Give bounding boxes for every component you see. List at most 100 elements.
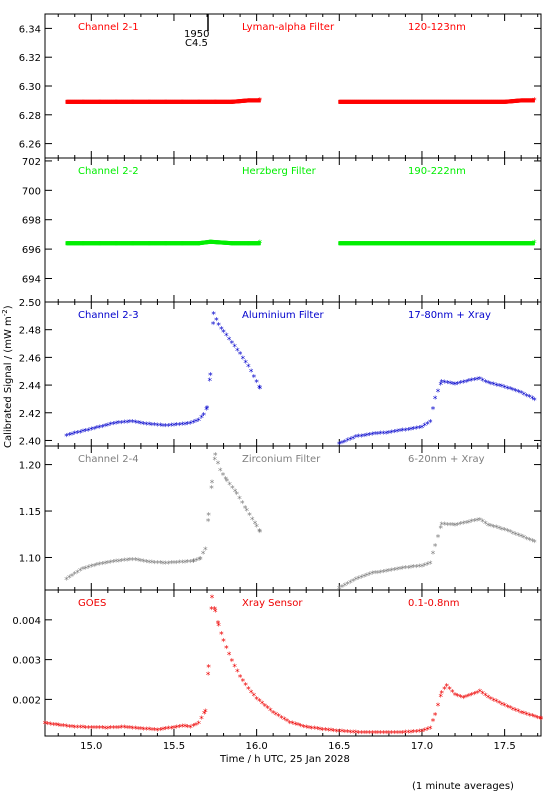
panel-label-3: 6-20nm + Xray (408, 454, 485, 465)
x-tick-label: 15.5 (163, 741, 185, 752)
data-point: * (494, 524, 499, 534)
y-axis-label-end: ) (3, 305, 14, 309)
data-point: * (224, 644, 229, 654)
data-point: * (169, 560, 174, 570)
data-point: * (203, 708, 208, 718)
data-point: * (422, 422, 427, 432)
data-point: * (216, 620, 221, 630)
series-1: * (65, 96, 263, 106)
data-point: * (472, 690, 477, 700)
data-point: * (472, 518, 477, 528)
data-point: * (230, 658, 235, 668)
data-point: * (212, 606, 217, 616)
data-point: * (483, 692, 488, 702)
data-point: * (532, 96, 537, 106)
data-point: * (150, 726, 155, 736)
data-point: * (210, 594, 215, 604)
data-point: * (235, 490, 240, 500)
data-point: * (406, 564, 411, 574)
data-point: * (73, 571, 78, 581)
data-point: * (172, 724, 177, 734)
data-point: * (480, 377, 485, 387)
data-point: * (144, 421, 149, 431)
data-point: * (519, 533, 524, 543)
data-point: * (409, 729, 414, 739)
data-point: * (354, 576, 359, 586)
data-point: * (359, 729, 364, 739)
data-point: * (119, 558, 124, 568)
x-tick-label: 16.0 (245, 741, 267, 752)
data-point: * (111, 559, 116, 569)
data-point: * (100, 560, 105, 570)
data-point: * (522, 391, 527, 401)
data-point: * (81, 566, 86, 576)
panel-label-2: Lyman-alpha Filter (242, 22, 335, 33)
data-point: * (502, 702, 507, 712)
data-point: * (354, 434, 359, 444)
data-point: * (106, 725, 111, 735)
y-tick-label: 6.26 (19, 140, 41, 151)
data-point: * (158, 422, 163, 432)
y-axis-label-sup: -2 (1, 309, 9, 316)
series-1: ****************************************… (64, 451, 262, 585)
data-point: * (122, 724, 127, 734)
data-point: * (258, 528, 263, 538)
data-point: * (384, 568, 389, 578)
data-point: * (406, 729, 411, 739)
data-point: * (475, 517, 480, 527)
y-axis-label-main: Calibrated Signal / (mW m (3, 316, 14, 448)
panel-1: 6.26 6.28 6.30 6.32 6.34 Channel 2-1 Lyman-alp… (19, 13, 542, 159)
data-point: * (290, 720, 295, 730)
data-point: * (351, 577, 356, 587)
data-point: * (180, 421, 185, 431)
data-point: * (230, 485, 235, 495)
data-point: * (86, 564, 91, 574)
data-point: * (183, 559, 188, 569)
data-point: * (384, 730, 389, 740)
data-point: * (106, 560, 111, 570)
data-point: * (211, 321, 216, 331)
panel-label-2: Zirconium Filter (242, 454, 321, 465)
data-point: * (103, 423, 108, 433)
data-point: * (433, 542, 438, 552)
panel-frame (44, 589, 542, 737)
data-point: * (241, 678, 246, 688)
data-point: * (398, 729, 403, 739)
y-tick-label: 0.003 (12, 656, 41, 667)
data-point: * (139, 420, 144, 430)
data-point: * (247, 511, 252, 521)
data-point: * (436, 533, 441, 543)
data-point: * (458, 521, 463, 531)
data-point: * (389, 429, 394, 439)
data-point: * (114, 558, 119, 568)
data-point: * (448, 522, 453, 532)
data-point: * (403, 729, 408, 739)
data-point: * (442, 379, 447, 389)
data-point: * (425, 561, 430, 571)
data-point: * (530, 395, 535, 405)
data-point: * (89, 563, 94, 573)
data-point: * (43, 720, 48, 730)
data-point: * (188, 724, 193, 734)
data-point: * (70, 572, 75, 582)
data-point: * (150, 559, 155, 569)
data-point: * (359, 433, 364, 443)
data-point: * (389, 730, 394, 740)
data-point: * (367, 431, 372, 441)
data-point: * (59, 722, 64, 732)
data-point: * (235, 347, 240, 357)
data-point: * (225, 477, 230, 487)
data-point: * (392, 429, 397, 439)
data-point: * (224, 476, 229, 486)
data-point (532, 98, 535, 103)
panel-label-1: Channel 2-2 (78, 166, 139, 177)
data-point: * (367, 571, 372, 581)
y-tick-label: 6.34 (19, 24, 41, 35)
data-point: * (453, 381, 458, 391)
data-point: * (111, 421, 116, 431)
data-point: * (345, 580, 350, 590)
data-point: * (177, 723, 182, 733)
data-point: * (367, 730, 372, 740)
data-point: * (89, 426, 94, 436)
data-point: * (403, 565, 408, 575)
